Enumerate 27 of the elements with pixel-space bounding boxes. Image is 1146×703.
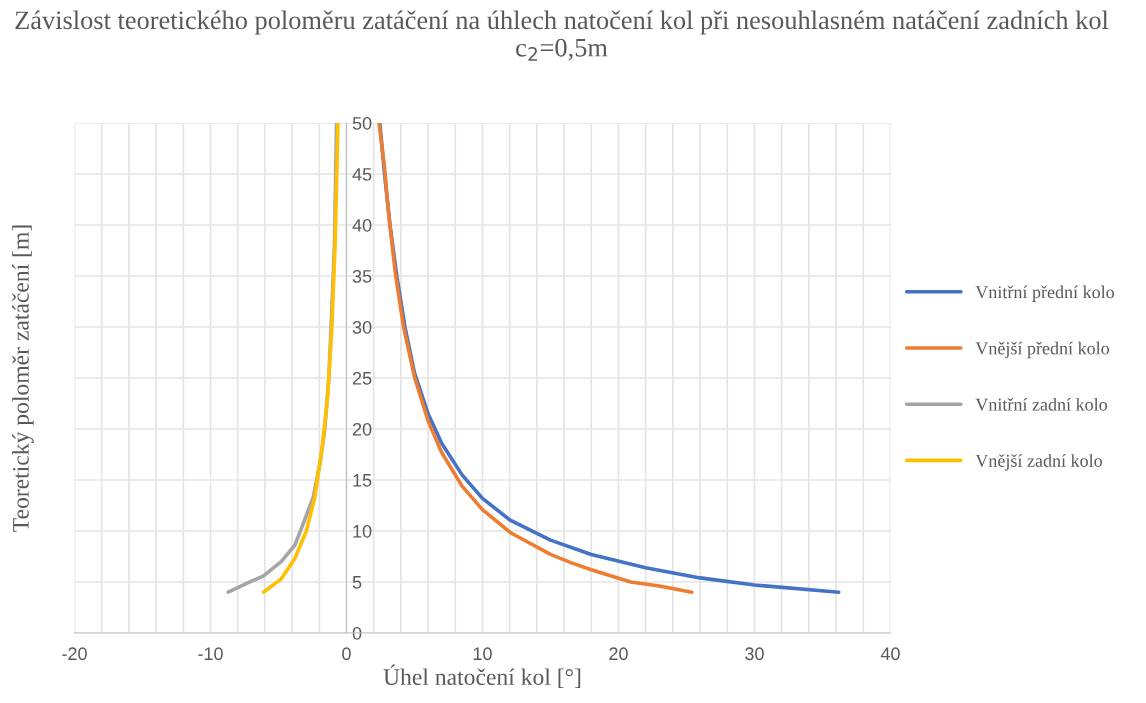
x-tick-label: 30 [745, 647, 764, 661]
x-tick-label: -10 [198, 647, 223, 661]
y-tick-label: 30 [352, 320, 372, 334]
legend-label: Vnější zadní kolo [975, 454, 1102, 471]
x-tick-label: 20 [609, 647, 628, 661]
legend-label: Vnější přední kolo [975, 341, 1110, 359]
x-tick-label: 0 [342, 647, 351, 661]
y-tick-label: 5 [352, 576, 362, 589]
y-tick-label: 45 [352, 168, 372, 181]
y-tick-label: 0 [352, 626, 362, 640]
legend-label: Vnitřní přední kolo [975, 285, 1115, 302]
y-tick-label: 15 [353, 474, 372, 487]
y-tick-label: 50 [352, 116, 372, 130]
x-axis-title: Úhel natočení kol [°] [383, 664, 581, 688]
line-series [377, 123, 694, 594]
y-tick-label: 10 [353, 524, 372, 538]
x-tick-label: -20 [62, 647, 87, 661]
y-axis-title: Teoretický poloměr zatáčení [m] [12, 225, 34, 532]
x-tick-label: 10 [473, 647, 492, 661]
chart-title: Závislost teoretického poloměru zatáčení na úhlech natočení kol při nesouhlasném natáčení zadních kol c$_{2}$=0,5m [15, 10, 1109, 61]
legend-label: Vnitřní zadní kolo [975, 397, 1107, 411]
line-series [261, 123, 340, 594]
y-tick-label: 35 [352, 269, 372, 283]
y-tick-label: 40 [352, 218, 372, 232]
y-tick-label: 20 [352, 422, 372, 436]
x-tick-label: 40 [880, 647, 900, 661]
y-tick-label: 25 [352, 371, 372, 385]
